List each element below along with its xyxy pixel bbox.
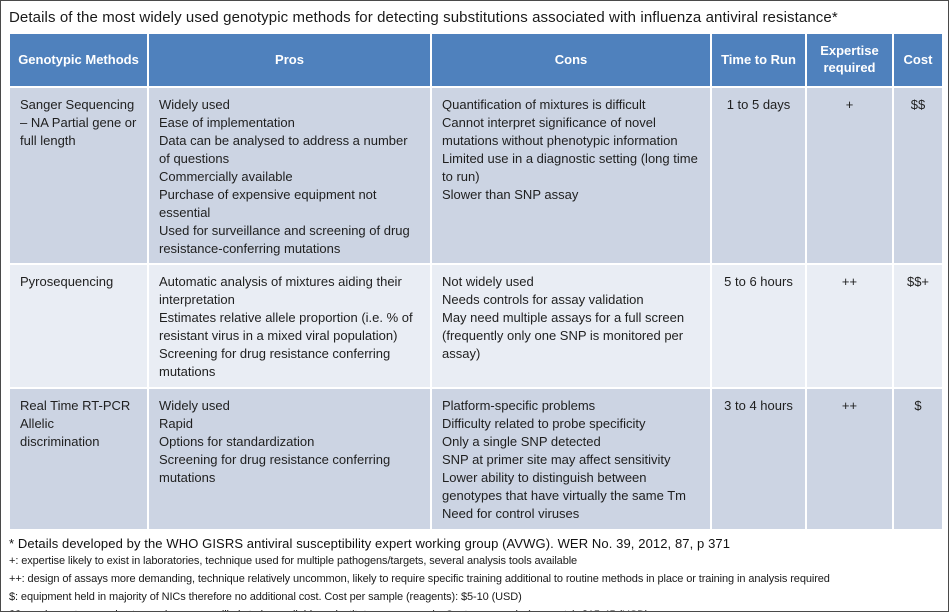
col-header-pros: Pros — [149, 34, 430, 86]
genotypic-methods-table: Genotypic Methods Pros Cons Time to Run … — [8, 32, 944, 531]
cons-cell: Platform-specific problems Difficulty re… — [432, 389, 710, 529]
table-row-sanger-sequencing: Sanger Sequencing – NA Partial gene or f… — [10, 88, 942, 264]
cost-cell: $ — [894, 389, 942, 529]
expertise-cell: ++ — [807, 389, 892, 529]
footnote-cost-single-dollar: $: equipment held in majority of NICs th… — [9, 590, 522, 603]
pros-cell: Automatic analysis of mixtures aiding th… — [149, 265, 430, 388]
method-name-cell: Pyrosequencing — [10, 265, 147, 388]
col-header-cost: Cost — [894, 34, 942, 86]
time-to-run-cell: 3 to 4 hours — [712, 389, 805, 529]
footnote-expertise-plus-plus: ++: design of assays more demanding, tec… — [9, 572, 830, 585]
cons-cell: Quantification of mixtures is difficult … — [432, 88, 710, 264]
time-to-run-cell: 1 to 5 days — [712, 88, 805, 264]
col-header-cons: Cons — [432, 34, 710, 86]
col-header-expertise-required: Expertise required — [807, 34, 892, 86]
footnotes-section: * Details developed by the WHO GISRS ant… — [1, 531, 948, 611]
table-row-real-time-rt-pcr: Real Time RT-PCR Allelic discrimination … — [10, 389, 942, 529]
expertise-cell: ++ — [807, 265, 892, 388]
cost-cell: $$+ — [894, 265, 942, 388]
cost-cell: $$ — [894, 88, 942, 264]
page-title: Details of the most widely used genotypi… — [9, 9, 838, 26]
pros-cell: Widely used Ease of implementation Data … — [149, 88, 430, 264]
table-row-pyrosequencing: Pyrosequencing Automatic analysis of mix… — [10, 265, 942, 388]
footnote-source: * Details developed by the WHO GISRS ant… — [9, 535, 731, 551]
table-header-row: Genotypic Methods Pros Cons Time to Run … — [10, 34, 942, 86]
pros-cell: Widely used Rapid Options for standardiz… — [149, 389, 430, 529]
time-to-run-cell: 5 to 6 hours — [712, 265, 805, 388]
footnote-expertise-plus: +: expertise likely to exist in laborato… — [9, 554, 578, 567]
footnote-cost-double-dollar: $$: equipment expensive to purchase, mor… — [9, 609, 940, 611]
method-name-cell: Sanger Sequencing – NA Partial gene or f… — [10, 88, 147, 264]
expertise-cell: + — [807, 88, 892, 264]
cons-cell: Not widely used Needs controls for assay… — [432, 265, 710, 388]
method-name-cell: Real Time RT-PCR Allelic discrimination — [10, 389, 147, 529]
col-header-time-to-run: Time to Run — [712, 34, 805, 86]
col-header-genotypic-methods: Genotypic Methods — [10, 34, 147, 86]
